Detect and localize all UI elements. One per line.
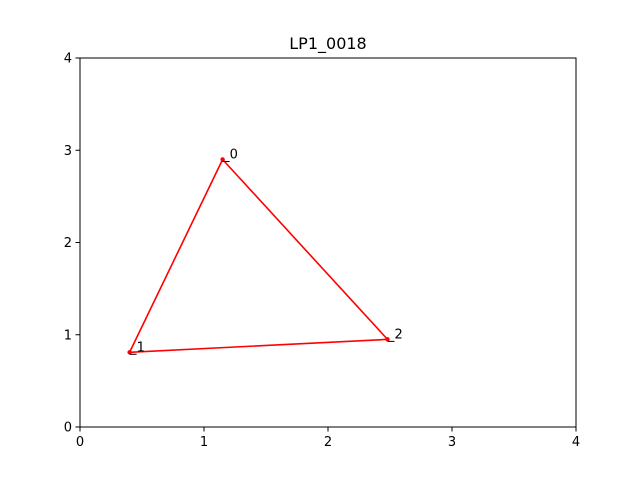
series-line xyxy=(128,158,389,354)
data-point-label: 2 xyxy=(395,327,403,342)
x-tick-label: 3 xyxy=(448,435,456,450)
plot-area: 0 1 2 3 4 0 1 2 3 4 0 1 2 xyxy=(64,52,580,451)
x-tick-label: 1 xyxy=(200,435,208,450)
y-tick-label: 1 xyxy=(64,328,72,343)
y-tick-label: 4 xyxy=(64,52,72,67)
data-point xyxy=(220,157,225,162)
y-tick-label: 2 xyxy=(64,236,72,251)
axes-frame xyxy=(79,57,577,428)
y-tick-label: 0 xyxy=(64,421,72,436)
chart-title: LP1_0018 xyxy=(289,34,366,54)
y-tick-label: 3 xyxy=(64,144,72,159)
x-tick-label: 4 xyxy=(572,435,580,450)
data-point xyxy=(127,350,132,355)
data-point-label: 0 xyxy=(230,147,238,162)
x-tick-label: 2 xyxy=(324,435,332,450)
data-point-label: 1 xyxy=(137,340,145,355)
x-tick-label: 0 xyxy=(76,435,84,450)
data-point xyxy=(385,337,390,342)
